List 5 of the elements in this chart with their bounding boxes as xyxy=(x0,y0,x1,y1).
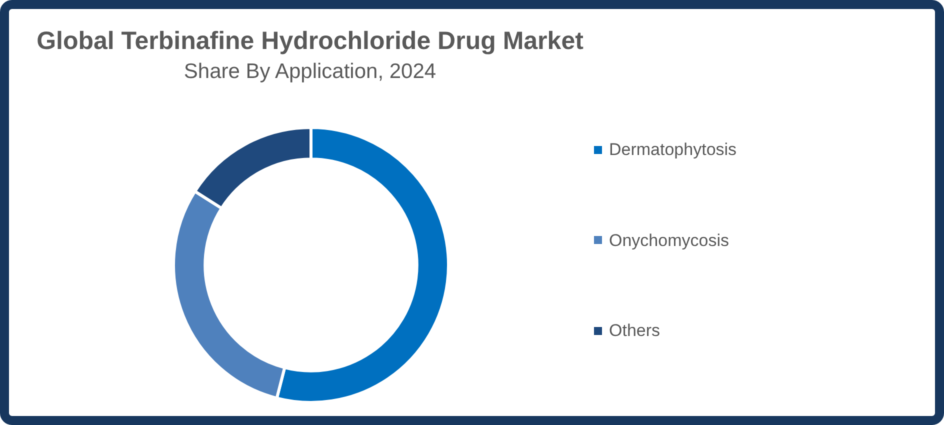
chart-subtitle: Share By Application, 2024 xyxy=(182,59,438,85)
chart-title: Global Terbinafine Hydrochloride Drug Market xyxy=(36,26,584,56)
legend-label: Dermatophytosis xyxy=(609,140,737,159)
legend-label: Onychomycosis xyxy=(609,230,729,250)
legend-label: Others xyxy=(609,321,660,340)
